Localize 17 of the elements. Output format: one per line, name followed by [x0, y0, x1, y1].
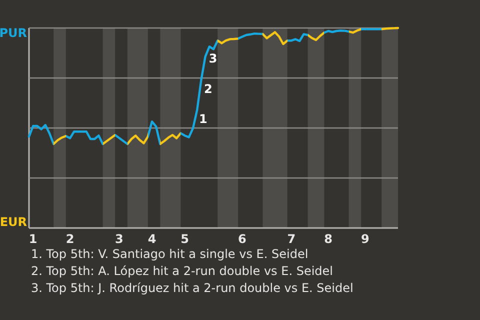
- annotation: 3: [208, 52, 218, 66]
- x-tick-label: 9: [361, 232, 370, 246]
- x-tick-label: 7: [287, 232, 296, 246]
- text: 3. Top 5th: J. Rodríguez hit a 2-run double vs E. Seidel: [31, 281, 354, 295]
- ref-line-label: PUR: [0, 26, 27, 40]
- x-tick-label: 2: [66, 232, 74, 246]
- x-tick-label: 3: [115, 232, 124, 246]
- annotation: 1: [199, 112, 208, 126]
- text: EUR: [0, 215, 27, 229]
- x-tick-label: 8: [324, 232, 332, 246]
- text: 2. Top 5th: A. López hit a 2-run double vs E. Seidel: [31, 264, 333, 278]
- x-tick-label: 1: [28, 232, 38, 246]
- annotation: 2: [204, 82, 212, 96]
- text: 1. Top 5th: V. Santiago hit a single vs E. Seidel: [31, 247, 308, 261]
- x-tick-label: 4: [148, 232, 156, 246]
- x-tick-label: 5: [180, 232, 189, 246]
- x-tick-label: 6: [238, 232, 246, 246]
